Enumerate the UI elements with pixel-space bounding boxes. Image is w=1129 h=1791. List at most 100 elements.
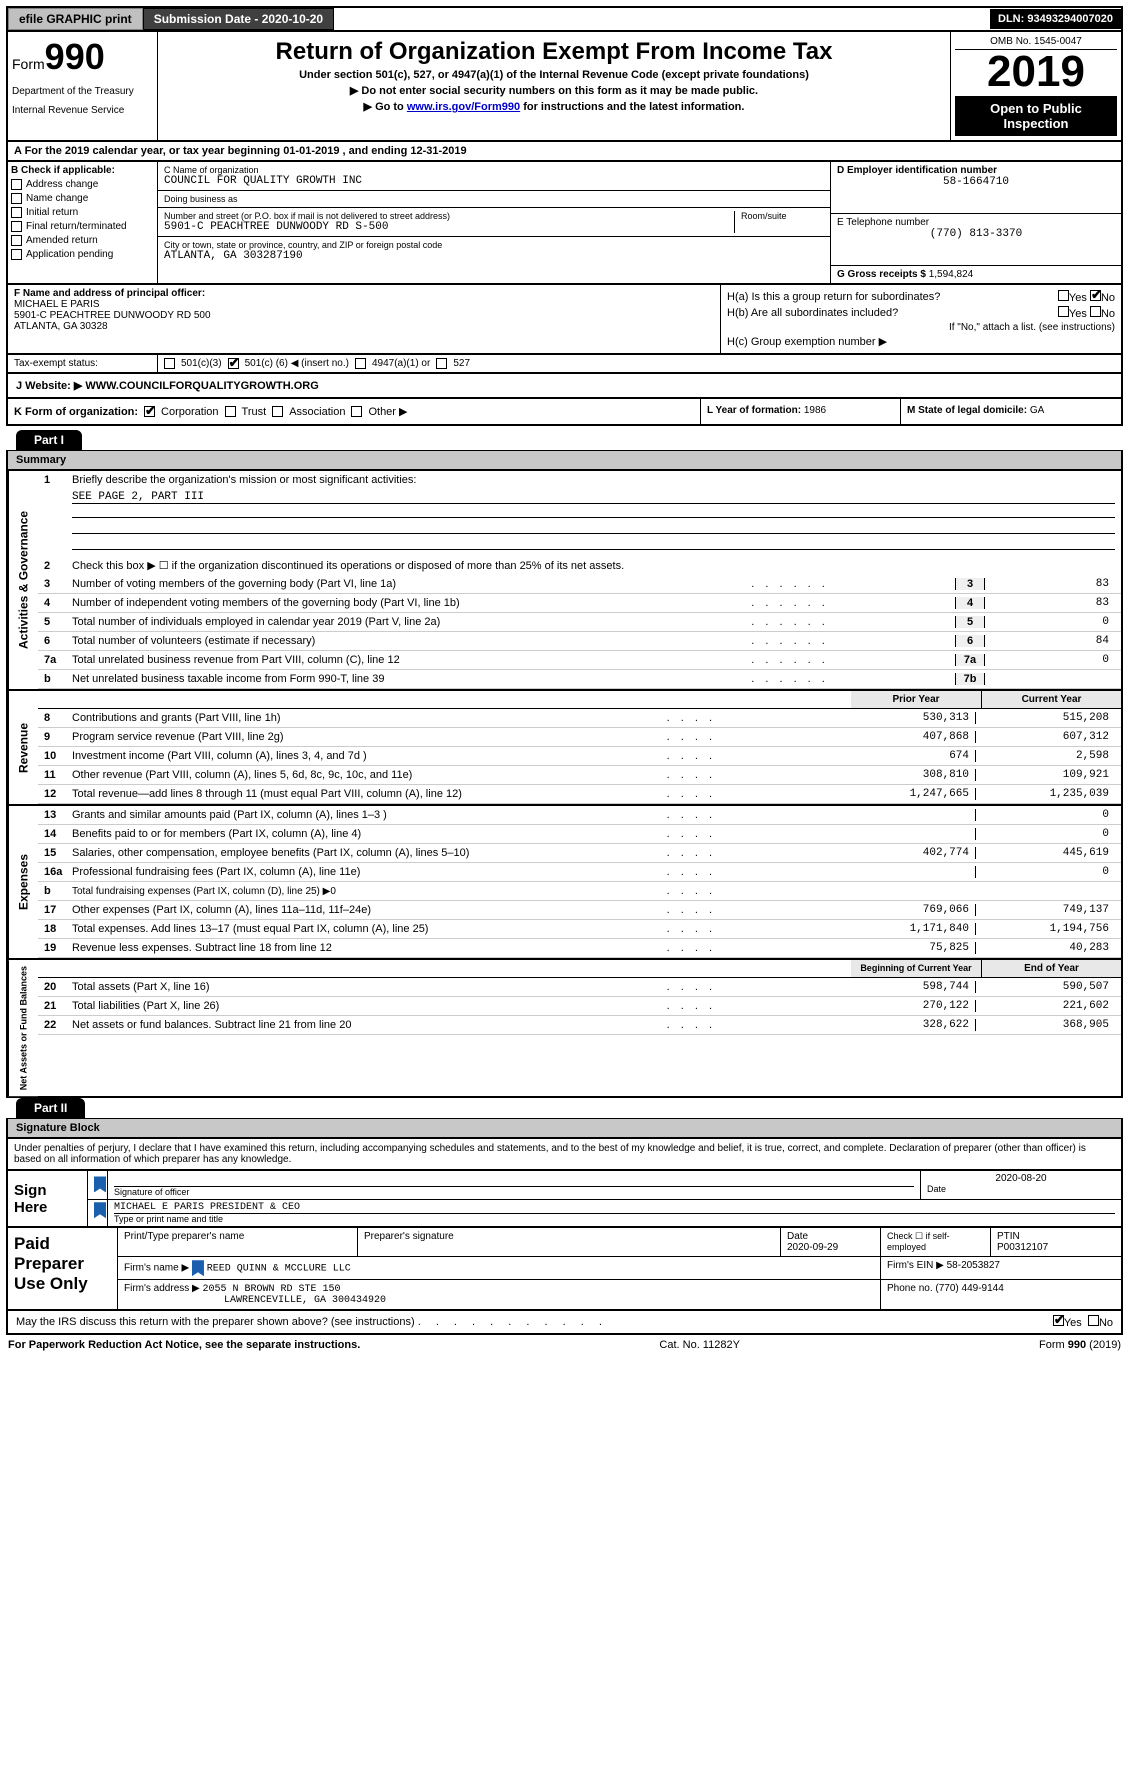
footer-left: For Paperwork Reduction Act Notice, see … [8, 1339, 360, 1351]
prep-sig-hdr: Preparer's signature [358, 1228, 781, 1256]
summary-row: 3Number of voting members of the governi… [38, 575, 1121, 594]
prep-name-hdr: Print/Type preparer's name [118, 1228, 358, 1256]
officer-label: F Name and address of principal officer: [14, 288, 714, 299]
net-assets-section: Net Assets or Fund Balances Beginning of… [6, 960, 1123, 1098]
summary-row: 12Total revenue—add lines 8 through 11 (… [38, 785, 1121, 804]
firm-name-label: Firm's name ▶ [124, 1263, 189, 1274]
summary-row: 17Other expenses (Part IX, column (A), l… [38, 901, 1121, 920]
hb-label: H(b) Are all subordinates included? [727, 307, 898, 319]
efile-button[interactable]: efile GRAPHIC print [8, 8, 143, 30]
firm-addr-label: Firm's address ▶ [124, 1283, 200, 1294]
hc-label: H(c) Group exemption number ▶ [727, 335, 887, 348]
phone-label: E Telephone number [837, 217, 1115, 228]
ha-label: H(a) Is this a group return for subordin… [727, 291, 940, 303]
col-c: C Name of organization COUNCIL FOR QUALI… [158, 162, 831, 283]
gross-value: 1,594,824 [929, 269, 974, 280]
chk-501c-insert[interactable] [228, 358, 239, 369]
summary-row: 10Investment income (Part VIII, column (… [38, 747, 1121, 766]
ptin-hdr: PTIN [997, 1231, 1115, 1242]
ein-value: 58-1664710 [837, 176, 1115, 188]
prep-date-value: 2020-09-29 [787, 1242, 874, 1253]
firm-name-value: REED QUINN & MCCLURE LLC [207, 1264, 351, 1275]
q1-text: Briefly describe the organization's miss… [72, 474, 1115, 486]
activities-governance-section: Activities & Governance 1 Briefly descri… [6, 471, 1123, 691]
col-f: F Name and address of principal officer:… [8, 285, 721, 353]
footer-mid: Cat. No. 11282Y [659, 1339, 740, 1351]
summary-row: 9Program service revenue (Part VIII, lin… [38, 728, 1121, 747]
form-number: 990 [45, 36, 105, 77]
discuss-no[interactable] [1088, 1315, 1099, 1326]
checkbox-name-change[interactable] [11, 193, 22, 204]
checkbox-application-pending[interactable] [11, 249, 22, 260]
subtitle-2: ▶ Do not enter social security numbers o… [166, 84, 942, 97]
signature-declaration: Under penalties of perjury, I declare th… [6, 1139, 1123, 1171]
bookmark-icon [94, 1176, 106, 1192]
checkbox-amended[interactable] [11, 235, 22, 246]
subtitle-3: ▶ Go to www.irs.gov/Form990 for instruct… [166, 100, 942, 113]
summary-row: 5Total number of individuals employed in… [38, 613, 1121, 632]
dept-treasury: Department of the Treasury [12, 86, 153, 97]
prep-date-hdr: Date [787, 1231, 874, 1242]
footer-right: Form 990 (2019) [1039, 1339, 1121, 1351]
form990-link[interactable]: www.irs.gov/Form990 [407, 101, 520, 113]
sidebar-ag: Activities & Governance [8, 471, 38, 689]
state-domicile: GA [1030, 405, 1044, 416]
checkbox-initial-return[interactable] [11, 207, 22, 218]
hb-yes[interactable] [1058, 306, 1069, 317]
sig-officer-label: Signature of officer [114, 1187, 914, 1197]
open-public-badge: Open to PublicInspection [955, 96, 1117, 136]
hdr-beg: Beginning of Current Year [851, 960, 981, 977]
sidebar-revenue: Revenue [8, 691, 38, 804]
addr-label: Number and street (or P.O. box if mail i… [164, 211, 734, 221]
summary-row: 13Grants and similar amounts paid (Part … [38, 806, 1121, 825]
submission-date-button[interactable]: Submission Date - 2020-10-20 [143, 8, 334, 30]
chk-501c3[interactable] [164, 358, 175, 369]
chk-other[interactable] [351, 406, 362, 417]
checkbox-address-change[interactable] [11, 179, 22, 190]
summary-row: 19Revenue less expenses. Subtract line 1… [38, 939, 1121, 958]
summary-row: 14Benefits paid to or for members (Part … [38, 825, 1121, 844]
row-klm: K Form of organization: Corporation Trus… [6, 399, 1123, 426]
col-k: K Form of organization: Corporation Trus… [8, 399, 701, 424]
main-info-block: B Check if applicable: Address change Na… [6, 162, 1123, 285]
tax-year: 2019 [955, 50, 1117, 94]
year-formation: 1986 [804, 405, 826, 416]
footer-row: For Paperwork Reduction Act Notice, see … [6, 1335, 1123, 1355]
bookmark-icon [94, 1202, 106, 1218]
discuss-yes[interactable] [1053, 1315, 1064, 1326]
chk-527[interactable] [436, 358, 447, 369]
tax-exempt-label: Tax-exempt status: [8, 355, 158, 372]
chk-assoc[interactable] [272, 406, 283, 417]
chk-4947[interactable] [355, 358, 366, 369]
summary-row: 16aProfessional fundraising fees (Part I… [38, 863, 1121, 882]
line-a: A For the 2019 calendar year, or tax yea… [6, 142, 1123, 162]
dba-label: Doing business as [164, 194, 824, 204]
dln-label: DLN: 93493294007020 [990, 9, 1121, 29]
net-header-row: Beginning of Current Year End of Year [38, 960, 1121, 978]
chk-corp[interactable] [144, 406, 155, 417]
row-fh: F Name and address of principal officer:… [6, 285, 1123, 355]
addr-value: 5901-C PEACHTREE DUNWOODY RD S-500 [164, 221, 734, 233]
city-label: City or town, state or province, country… [164, 240, 824, 250]
firm-ein-value: 58-2053827 [947, 1260, 1000, 1271]
paid-preparer-label: Paid Preparer Use Only [8, 1228, 118, 1309]
summary-row: 18Total expenses. Add lines 13–17 (must … [38, 920, 1121, 939]
phone-value: (770) 813-3370 [837, 228, 1115, 240]
hdr-prior: Prior Year [851, 691, 981, 708]
sidebar-expenses: Expenses [8, 806, 38, 958]
hb-note: If "No," attach a list. (see instruction… [727, 322, 1115, 333]
officer-addr2: ATLANTA, GA 30328 [14, 321, 714, 332]
chk-trust[interactable] [225, 406, 236, 417]
checkbox-final-return[interactable] [11, 221, 22, 232]
ha-yes[interactable] [1058, 290, 1069, 301]
part2-title: Signature Block [6, 1118, 1123, 1139]
room-label: Room/suite [734, 211, 824, 233]
summary-row: 8Contributions and grants (Part VIII, li… [38, 709, 1121, 728]
ha-no[interactable] [1090, 290, 1101, 301]
q1-value: SEE PAGE 2, PART III [72, 491, 1115, 504]
name-title-label: Type or print name and title [114, 1214, 1115, 1224]
col-b: B Check if applicable: Address change Na… [8, 162, 158, 283]
hb-no[interactable] [1090, 306, 1101, 317]
summary-row: bNet unrelated business taxable income f… [38, 670, 1121, 689]
sig-date-label: Date [927, 1184, 1115, 1194]
